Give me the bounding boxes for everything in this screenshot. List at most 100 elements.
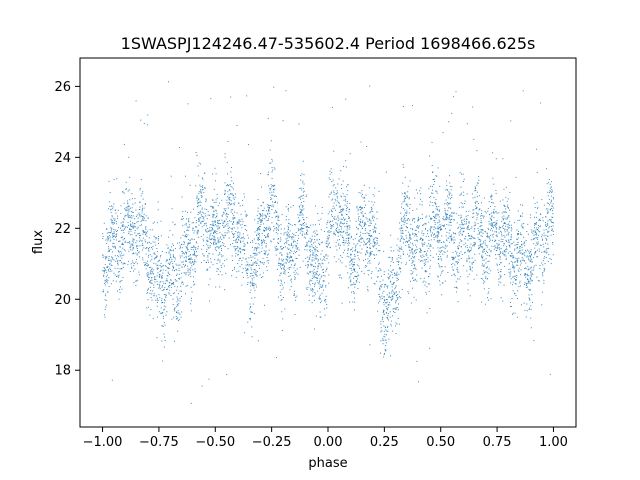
data-point [162, 311, 164, 313]
data-point [275, 216, 277, 218]
data-point [391, 292, 393, 294]
data-point [292, 260, 294, 262]
data-point [531, 231, 533, 233]
data-point [180, 316, 182, 318]
data-point [328, 230, 330, 232]
data-point [492, 202, 494, 204]
data-point [466, 221, 467, 223]
data-point [537, 238, 539, 240]
data-point [343, 249, 345, 251]
data-point [300, 210, 302, 212]
data-point [198, 191, 200, 193]
data-point [169, 253, 171, 255]
data-point [112, 251, 114, 253]
data-point [460, 232, 462, 234]
data-point [448, 215, 450, 217]
data-point [472, 213, 474, 215]
data-point [522, 258, 524, 260]
data-point [384, 299, 386, 301]
data-point [360, 209, 362, 211]
data-point [536, 256, 538, 258]
data-point [358, 251, 360, 253]
data-point [437, 276, 439, 278]
data-point [180, 218, 182, 220]
data-point [246, 264, 248, 266]
data-point [413, 218, 415, 220]
data-point [498, 239, 500, 241]
data-point [213, 214, 215, 216]
data-point [419, 190, 421, 192]
data-point [516, 246, 518, 248]
data-point [186, 235, 188, 237]
data-point [495, 158, 497, 160]
data-point [436, 206, 438, 208]
data-point [145, 263, 146, 265]
data-point [456, 251, 458, 253]
data-point [394, 312, 396, 313]
data-point [335, 230, 337, 232]
data-point [408, 249, 410, 251]
data-point [232, 197, 234, 199]
data-point [430, 245, 432, 247]
data-point [322, 268, 324, 270]
data-point [164, 298, 166, 300]
data-point [152, 246, 154, 248]
data-point [205, 229, 207, 231]
data-point [190, 257, 192, 259]
data-point [458, 255, 460, 257]
data-point [124, 228, 126, 230]
data-point [288, 262, 290, 264]
data-point [124, 214, 126, 216]
data-point [330, 168, 332, 170]
data-point [316, 258, 318, 260]
data-point [468, 222, 470, 224]
data-point [347, 242, 349, 244]
data-point [334, 198, 336, 200]
data-point [174, 248, 176, 250]
data-point [446, 213, 448, 215]
data-point [342, 180, 344, 182]
data-point [267, 117, 269, 119]
data-point [364, 229, 366, 231]
data-point [238, 231, 240, 233]
data-point [290, 249, 292, 251]
data-point [458, 234, 460, 236]
data-point [508, 227, 510, 229]
data-point [551, 205, 553, 207]
data-point [403, 166, 405, 168]
data-point [341, 235, 343, 237]
data-point [460, 216, 462, 218]
data-point [302, 182, 304, 184]
data-point [492, 222, 494, 224]
data-point [415, 249, 417, 251]
data-point [521, 244, 523, 246]
data-point [293, 271, 295, 273]
data-point [402, 232, 404, 234]
data-point [153, 258, 155, 260]
data-point [516, 229, 518, 231]
data-point [249, 275, 251, 277]
data-point [468, 251, 470, 253]
data-point [282, 120, 284, 122]
data-point [378, 293, 380, 295]
data-point [538, 227, 540, 229]
data-point [316, 280, 318, 282]
data-point [257, 238, 259, 240]
data-point [427, 250, 429, 252]
data-point [182, 283, 184, 285]
data-point [281, 311, 283, 313]
data-point [455, 281, 457, 283]
data-point [435, 203, 437, 205]
data-point [298, 197, 300, 199]
data-point [131, 244, 133, 246]
data-point [243, 193, 245, 195]
data-point [292, 259, 294, 261]
data-point [402, 238, 404, 240]
data-point [528, 308, 530, 310]
data-point [510, 238, 512, 240]
data-point [250, 265, 252, 266]
data-point [186, 265, 188, 267]
data-point [439, 229, 441, 231]
data-point [271, 171, 273, 173]
data-point [452, 239, 454, 241]
